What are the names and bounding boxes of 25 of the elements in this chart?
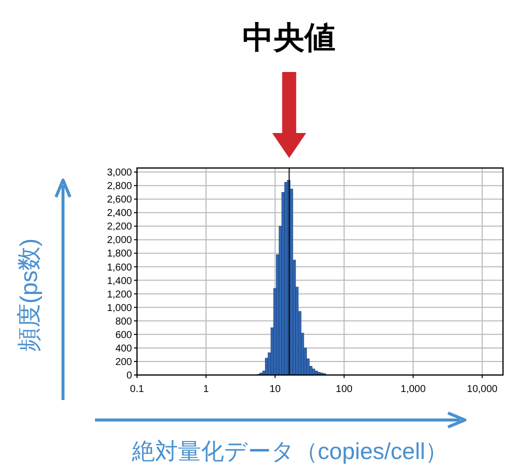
chart-title: 中央値 <box>242 20 336 55</box>
y-tick-label: 1,800 <box>106 248 132 260</box>
y-tick-label: 600 <box>115 330 132 341</box>
y-tick-label: 0 <box>126 370 132 382</box>
x-axis-title: 絶対量化データ（copies/cell） <box>130 438 448 464</box>
x-tick-label: 100 <box>336 384 353 395</box>
y-tick-label: 1,600 <box>106 262 132 274</box>
x-tick-label: 0.1 <box>130 384 144 395</box>
y-tick-label: 2,800 <box>106 181 132 192</box>
y-tick-label: 800 <box>115 316 132 328</box>
y-tick-label: 2,400 <box>106 208 132 220</box>
x-tick-label: 1 <box>203 384 210 395</box>
y-tick-label: 2,600 <box>106 194 132 206</box>
y-tick-label: 1,400 <box>106 276 132 287</box>
y-axis-title: 頻度(ps数) <box>16 238 43 352</box>
y-tick-label: 3,000 <box>106 168 132 179</box>
x-tick-label: 10,000 <box>466 384 498 395</box>
y-tick-label: 2,000 <box>106 235 132 246</box>
y-tick-label: 2,200 <box>106 222 132 233</box>
y-tick-label: 1,200 <box>106 289 132 300</box>
y-tick-label: 200 <box>115 356 132 368</box>
x-tick-label: 10 <box>270 384 282 395</box>
y-tick-label: 1,000 <box>106 302 132 314</box>
y-tick-label: 400 <box>115 343 132 354</box>
x-tick-label: 1,000 <box>400 384 426 395</box>
